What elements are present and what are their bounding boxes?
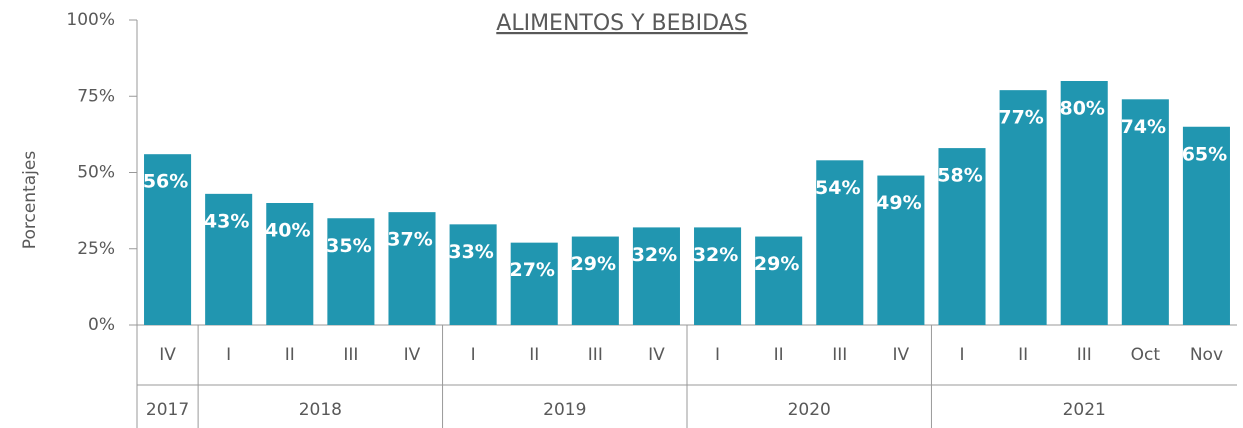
bar [877,175,925,325]
value-label: 35% [326,235,371,257]
group-label: 2019 [543,400,586,420]
chart-title: ALIMENTOS Y BEBIDAS [496,11,747,36]
bar [999,90,1047,326]
x-tick-label: III [1077,345,1092,365]
y-tick-label: 100% [66,10,115,30]
x-tick-label: III [588,345,603,365]
bar [755,236,803,325]
value-label: 56% [143,171,188,193]
x-tick-label: Nov [1190,345,1223,365]
group-label: 2018 [299,400,342,420]
group-label: 2017 [146,400,189,420]
bar [266,203,314,325]
bar [571,236,619,325]
x-tick-label: III [343,345,358,365]
bar [694,227,742,325]
x-tick-label: II [774,345,784,365]
bar [327,218,375,325]
bar [1121,99,1169,325]
value-label: 37% [387,229,432,251]
x-tick-label: IV [893,345,910,365]
value-label: 54% [815,177,860,199]
y-tick-label: 50% [77,163,115,183]
value-label: 65% [1182,143,1227,165]
x-tick-label: I [715,345,720,365]
x-tick-label: I [959,345,964,365]
value-label: 49% [876,192,921,214]
bar [632,227,680,325]
value-label: 80% [1059,98,1104,120]
bar [449,224,497,325]
bar [816,160,864,325]
value-label: 77% [998,107,1043,129]
bar [510,242,558,325]
x-tick-label: II [285,345,295,365]
bar [1182,126,1230,325]
x-tick-label: IV [159,345,176,365]
value-label: 27% [509,259,554,281]
x-tick-label: Oct [1131,345,1161,365]
bar [388,212,436,325]
value-label: 74% [1121,116,1166,138]
bar [1060,81,1108,325]
value-label: 29% [754,253,799,275]
value-label: 33% [448,241,493,263]
x-tick-label: IV [404,345,421,365]
x-tick-label: I [471,345,476,365]
value-label: 40% [265,220,310,242]
value-label: 32% [693,244,738,266]
bar [205,193,253,325]
bar [938,148,986,325]
y-axis-label: Porcentajes [20,151,40,250]
y-tick-label: 25% [77,239,115,259]
y-tick-label: 0% [88,315,115,335]
y-tick-label: 75% [77,86,115,106]
bar [144,154,192,325]
value-label: 58% [937,165,982,187]
group-label: 2021 [1063,400,1106,420]
group-label: 2020 [788,400,831,420]
x-tick-label: IV [648,345,665,365]
value-label: 29% [571,253,616,275]
x-tick-label: III [832,345,847,365]
value-label: 43% [204,210,249,232]
x-tick-label: I [226,345,231,365]
value-label: 32% [632,244,677,266]
x-tick-label: II [1018,345,1028,365]
x-tick-label: II [529,345,539,365]
